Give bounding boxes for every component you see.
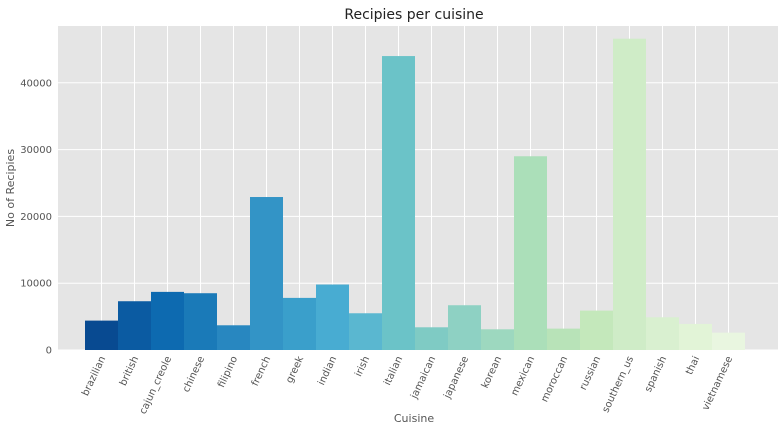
bar-southern_us (613, 38, 646, 351)
x-tick-label-spanish: spanish (643, 355, 669, 394)
bar-korean (481, 329, 514, 350)
x-axis-title: Cuisine (394, 412, 434, 425)
x-tick-label-indian: indian (316, 355, 339, 387)
x-tick-label-brazilian: brazilian (80, 355, 108, 398)
y-tick-label: 30000 (20, 145, 52, 156)
x-tick-label-russian: russian (578, 355, 603, 392)
y-tick-label: 20000 (20, 212, 52, 223)
x-tick-label-french: french (250, 355, 273, 388)
x-tick-label-thai: thai (684, 355, 702, 377)
x-tick-label-filipino: filipino (216, 355, 240, 390)
bar-irish (349, 313, 382, 350)
x-tick-label-irish: irish (353, 355, 372, 379)
bar-brazilian (85, 320, 118, 350)
x-tick-label-italian: italian (382, 355, 405, 388)
x-tick-label-british: british (118, 355, 141, 388)
x-tick-label-cajun_creole: cajun_creole (138, 355, 174, 416)
bar-moroccan (547, 328, 580, 350)
x-tick-label-mexican: mexican (509, 355, 537, 398)
y-tick-label: 10000 (20, 279, 52, 290)
bar-chinese (184, 293, 217, 350)
bar-cajun_creole (151, 291, 184, 350)
bar-italian (382, 56, 415, 350)
y-axis-ticks: 0 10000 20000 30000 40000 (20, 78, 52, 356)
chart-title: Recipies per cuisine (344, 7, 483, 23)
x-tick-label-jamaican: jamaican (409, 355, 439, 402)
bars (85, 38, 745, 351)
bar-indian (316, 284, 349, 350)
y-tick-label: 40000 (20, 78, 52, 89)
bar-russian (580, 310, 613, 350)
x-tick-label-southern_us: southern_us (601, 355, 637, 415)
bar-jamaican (415, 327, 448, 350)
x-tick-label-japanese: japanese (442, 355, 472, 402)
bar-mexican (514, 156, 547, 350)
bar-filipino (217, 325, 250, 350)
bar-japanese (448, 305, 481, 350)
bar-vietnamese (712, 332, 745, 350)
x-tick-label-korean: korean (480, 355, 504, 391)
bar-french (250, 197, 283, 350)
bar-thai (679, 323, 712, 350)
x-tick-label-moroccan: moroccan (539, 355, 570, 404)
y-axis-title: No of Recipies (4, 149, 17, 227)
x-tick-label-vietnamese: vietnamese (701, 355, 736, 413)
bar-british (118, 301, 151, 350)
y-tick-label: 0 (46, 346, 52, 357)
bar-greek (283, 297, 316, 350)
x-tick-label-chinese: chinese (181, 355, 207, 395)
bar-spanish (646, 317, 679, 350)
x-tick-label-greek: greek (284, 354, 306, 385)
